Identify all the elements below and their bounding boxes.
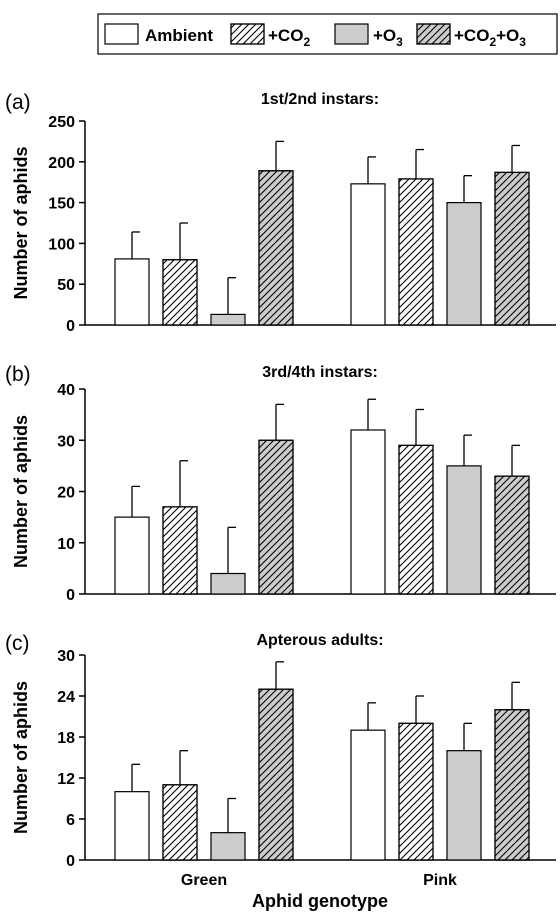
y-axis-title: Number of aphids xyxy=(11,146,31,299)
legend-label-ambient: Ambient xyxy=(145,26,213,45)
panel-0: (a) 1st/2nd instars: Number of aphids 0 50 10… xyxy=(5,91,556,335)
bar-hatch-co2-green xyxy=(162,259,198,326)
bar-ambient-pink xyxy=(350,429,386,595)
panel-title: Apterous adults: xyxy=(256,632,383,649)
y-axis-title: Number of aphids xyxy=(11,415,31,568)
y-tick-label: 150 xyxy=(48,196,75,213)
x-category-label: Pink xyxy=(423,872,457,889)
legend-item-co2o3: +CO2+O3 xyxy=(416,23,526,49)
panel-letter: (b) xyxy=(5,363,31,386)
bar-hatch-co2o3-pink xyxy=(494,171,530,326)
bar-hatch-co2-green xyxy=(162,784,198,861)
panel-1: (b) 3rd/4th instars: Number of aphids 0 10 20… xyxy=(5,363,556,604)
y-tick-label: 0 xyxy=(66,318,75,335)
bar-ambient-green xyxy=(114,791,150,861)
legend-swatch-hatch-co2o3 xyxy=(416,23,451,45)
y-tick-label: 10 xyxy=(57,536,75,553)
bar-ambient-pink xyxy=(350,183,386,326)
bar-hatch-co2-green xyxy=(162,506,198,595)
bar-ambient-green xyxy=(114,258,150,326)
y-tick-label: 18 xyxy=(57,730,75,747)
y-tick-label: 30 xyxy=(57,648,75,665)
y-tick-label: 200 xyxy=(48,155,75,172)
legend-label-co2: +CO2 xyxy=(268,26,310,49)
y-tick-label: 30 xyxy=(57,433,75,450)
legend-swatch-ambient xyxy=(104,23,139,45)
legend-swatch-hatch-co2 xyxy=(230,23,265,45)
legend: Ambient +CO2 +O3 +CO2+O3 xyxy=(97,13,558,55)
legend-swatch-o3 xyxy=(334,23,369,45)
y-tick-label: 0 xyxy=(66,853,75,870)
x-category-label: Green xyxy=(181,872,227,889)
bar-o3-pink xyxy=(446,465,482,595)
bar-hatch-co2-pink xyxy=(398,178,434,326)
legend-item-o3: +O3 xyxy=(334,23,403,49)
x-axis-title: Aphid genotype xyxy=(252,891,388,911)
panel-letter: (a) xyxy=(5,91,31,114)
panel-letter: (c) xyxy=(5,632,30,655)
y-tick-label: 0 xyxy=(66,587,75,604)
legend-item-co2: +CO2 xyxy=(230,23,310,49)
panel-title: 1st/2nd instars: xyxy=(261,91,379,108)
bar-hatch-co2o3-green xyxy=(258,170,294,326)
panel-title: 3rd/4th instars: xyxy=(262,364,378,381)
bar-hatch-co2o3-green xyxy=(258,439,294,595)
bar-hatch-co2o3-pink xyxy=(494,475,530,595)
bar-o3-green xyxy=(210,313,246,326)
legend-box xyxy=(97,13,558,55)
bar-ambient-pink xyxy=(350,729,386,861)
y-tick-label: 6 xyxy=(66,812,75,829)
bar-hatch-co2o3-pink xyxy=(494,709,530,861)
y-tick-label: 250 xyxy=(48,114,75,131)
bar-hatch-co2-pink xyxy=(398,722,434,861)
bar-o3-pink xyxy=(446,202,482,326)
bar-o3-pink xyxy=(446,750,482,861)
y-axis-title: Number of aphids xyxy=(11,681,31,834)
panel-2: (c) Apterous adults: Number of aphids 0 6 12 1… xyxy=(5,632,556,889)
bar-ambient-green xyxy=(114,516,150,595)
y-tick-label: 100 xyxy=(48,236,75,253)
y-tick-label: 20 xyxy=(57,485,75,502)
y-tick-label: 40 xyxy=(57,382,75,399)
chart-panels: (a) 1st/2nd instars: Number of aphids 0 50 10… xyxy=(5,91,556,889)
legend-label-co2o3: +CO2+O3 xyxy=(454,26,526,49)
bar-o3-green xyxy=(210,572,246,595)
y-tick-label: 50 xyxy=(57,277,75,294)
bar-o3-green xyxy=(210,832,246,861)
legend-label-o3: +O3 xyxy=(373,26,403,49)
bar-hatch-co2o3-green xyxy=(258,688,294,861)
y-tick-label: 12 xyxy=(57,771,75,788)
y-tick-label: 24 xyxy=(57,689,75,706)
bar-hatch-co2-pink xyxy=(398,444,434,595)
legend-item-ambient: Ambient xyxy=(104,23,213,45)
